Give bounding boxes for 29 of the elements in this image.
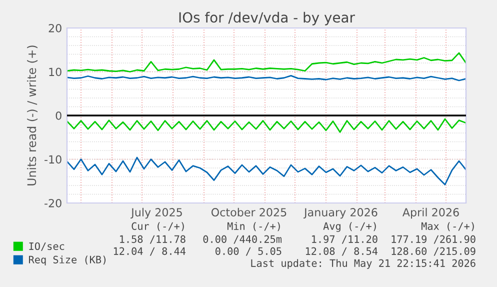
- text: 1.97 /11.20: [312, 235, 378, 244]
- text: Avg (-/+): [323, 222, 376, 232]
- text: 177.19 /261.90: [392, 235, 476, 244]
- x-tick-label: July 2025: [130, 208, 182, 219]
- text: Min (-/+): [227, 222, 280, 232]
- y-tick-label: -20: [44, 198, 62, 208]
- text: 128.60 /215.09: [392, 247, 476, 256]
- text: 0.00 / 5.05: [216, 247, 282, 256]
- text: 12.08 / 8.54: [306, 247, 378, 256]
- text: 0.00 /440.25m: [203, 235, 282, 244]
- text: 12.04 / 8.44: [114, 247, 186, 256]
- x-tick-label: April 2026: [402, 208, 459, 219]
- y-tick-label: 10: [49, 68, 62, 76]
- text: Max (-/+): [421, 222, 474, 232]
- legend-label: IO/sec: [29, 242, 64, 251]
- x-tick-label: October 2025: [211, 208, 286, 216]
- line-series: [67, 156, 466, 186]
- legend-label: Req Size (KB): [29, 256, 106, 266]
- y-tick-label: 0: [56, 111, 62, 120]
- text: Cur (-/+): [132, 222, 184, 232]
- line-series: [67, 52, 466, 72]
- y-axis-title: Units read (-) / write (+): [27, 46, 38, 186]
- x-tick-label: January 2026: [303, 208, 378, 219]
- chart-title: IOs for /dev/vda - by year: [179, 12, 355, 26]
- text: Last update: Thu May 21 22:15:41 2026: [251, 259, 476, 269]
- y-tick-label: 20: [48, 24, 62, 32]
- text: 1.58 /11.78: [120, 235, 186, 244]
- y-tick-label: -10: [44, 155, 62, 164]
- line-series: [67, 118, 466, 133]
